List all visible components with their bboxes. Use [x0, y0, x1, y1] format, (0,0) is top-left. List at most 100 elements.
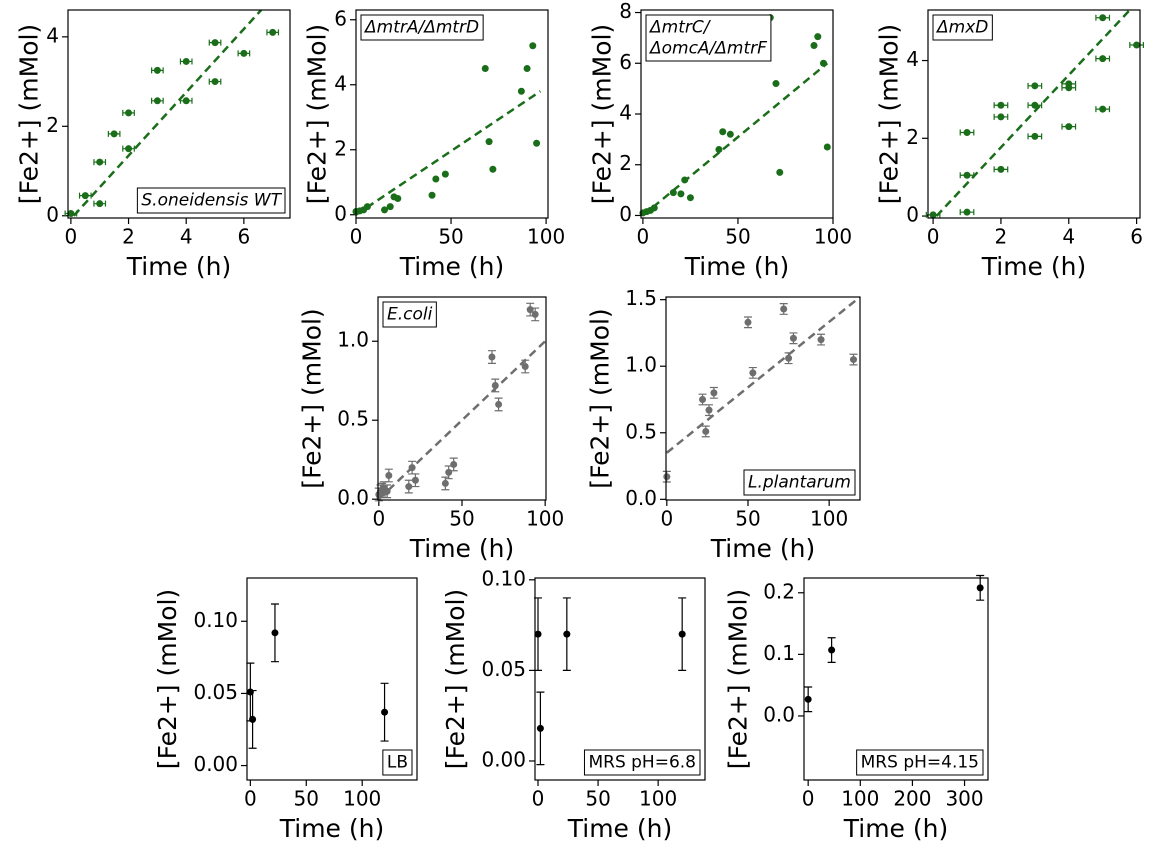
data-point [963, 208, 971, 216]
x-tick-label: 100 [814, 225, 852, 249]
y-axis-label: [Fe2+] (mMol) [15, 24, 44, 204]
data-point [1099, 14, 1107, 22]
annotation: E.coli [382, 301, 437, 328]
data-point [125, 109, 133, 117]
data-point [153, 66, 161, 74]
x-tick-label: 100 [810, 507, 848, 531]
data-point [383, 487, 391, 495]
data-point [686, 194, 694, 202]
data-point [828, 646, 836, 654]
annotation-text: E.coli [387, 305, 433, 325]
panel: 0 2 4 6 0 2 4 Time (h) [Fe2+] (mMol) S.oneidensis… [15, 9, 291, 281]
y-tick-label: 0 [46, 202, 59, 226]
annotation-box [382, 749, 413, 776]
data-point [81, 192, 89, 200]
data-point [445, 468, 453, 476]
data-point [517, 87, 525, 95]
fit-line [356, 90, 542, 216]
x-tick-label: 200 [893, 787, 931, 811]
annotation-box [360, 14, 484, 41]
y-tick-label: 2 [619, 151, 632, 175]
panel: 0 100 200 300 0.0 0.1 0.2 Time (h) [Fe2+] (mMol)… [724, 574, 989, 843]
y-tick-label: 0.0 [763, 702, 795, 726]
data-point [271, 629, 279, 637]
data-point [563, 630, 571, 638]
data-point [1065, 80, 1073, 88]
y-tick-label: 4 [46, 23, 59, 47]
axes-frame [377, 296, 547, 501]
data-point [780, 305, 788, 313]
data-point [715, 146, 723, 154]
annotation-box [136, 187, 286, 214]
x-tick-label: 50 [438, 225, 463, 249]
x-tick-label: 4 [180, 225, 193, 249]
x-tick-label: 50 [585, 787, 610, 811]
x-tick-label: 50 [449, 507, 474, 531]
y-tick-label: 2 [46, 113, 59, 137]
x-tick-label: 2 [995, 225, 1008, 249]
x-tick-label: 50 [735, 507, 760, 531]
x-tick-label: 100 [639, 787, 677, 811]
y-tick-label: 0.05 [481, 657, 526, 681]
y-tick-label: 0.10 [481, 566, 526, 590]
y-tick-label: 0.10 [193, 608, 238, 632]
data-point [705, 406, 713, 414]
data-point [1065, 123, 1073, 131]
x-tick-label: 100 [841, 787, 879, 811]
axes-frame [640, 9, 834, 219]
data-point [182, 57, 190, 65]
data-point [211, 78, 219, 86]
y-tick-label: 0 [906, 203, 919, 227]
x-tick-label: 0 [802, 787, 815, 811]
y-tick-label: 0.0 [625, 486, 657, 510]
data-point [485, 138, 493, 146]
y-tick-label: 0.05 [193, 680, 238, 704]
annotation-box [583, 749, 701, 776]
annotation: MRS pH=4.15 [856, 749, 984, 776]
annotation-box [382, 301, 437, 328]
data-point [819, 59, 827, 67]
x-tick-label: 0 [660, 507, 673, 531]
x-axis-label: Time (h) [684, 252, 789, 281]
data-point [850, 356, 858, 364]
annotation-box [856, 749, 984, 776]
x-tick-label: 0 [532, 787, 545, 811]
data-point [817, 336, 825, 344]
fit-line [666, 297, 860, 454]
data-point [785, 354, 793, 362]
axes-frame [665, 296, 861, 501]
annotation-box [932, 14, 993, 41]
x-tick-label: 4 [1062, 225, 1075, 249]
x-tick-label: 6 [238, 225, 251, 249]
x-tick-label: 0 [927, 225, 940, 249]
data-point [405, 483, 413, 491]
data-point [669, 189, 677, 197]
y-tick-label: 6 [619, 50, 632, 74]
data-point [381, 708, 389, 716]
annotation: ΔmtrC/ΔomcA/ΔmtrF [645, 14, 772, 62]
data-point [726, 130, 734, 138]
y-tick-label: 4 [334, 71, 347, 95]
annotation-text: S.oneidensis WT [141, 191, 282, 211]
data-point [529, 42, 537, 50]
data-point [823, 143, 831, 151]
y-tick-label: 1.0 [337, 328, 369, 352]
data-point [381, 206, 389, 214]
axes-frame [355, 9, 549, 219]
data-point [521, 363, 529, 371]
x-axis-label: Time (h) [399, 252, 504, 281]
y-axis-label: [Fe2+] (mMol) [298, 308, 327, 488]
fit-line [935, 10, 1131, 217]
x-tick-label: 0 [244, 787, 257, 811]
data-point [963, 128, 971, 136]
panel: 0 2 4 6 0 2 4 Time (h) [Fe2+] (mMol) ΔmxD [875, 9, 1144, 281]
y-tick-label: 0.2 [763, 579, 795, 603]
data-point [96, 158, 104, 166]
annotation-text: L.plantarum [748, 473, 851, 493]
x-tick-label: 100 [527, 225, 565, 249]
annotation: ΔmtrA/ΔmtrD [360, 14, 484, 41]
data-point [481, 65, 489, 72]
y-tick-label: 1.5 [625, 286, 657, 310]
data-point [963, 171, 971, 179]
